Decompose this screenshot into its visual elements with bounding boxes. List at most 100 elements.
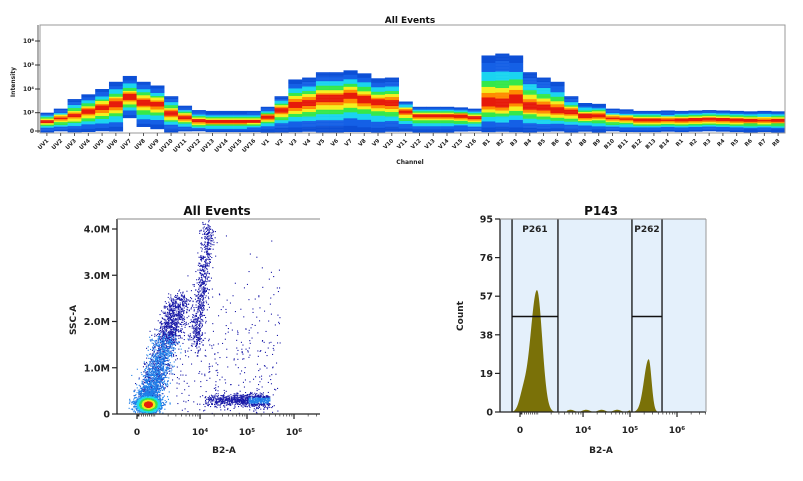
- scatter-event: [215, 400, 217, 402]
- scatter-event: [172, 302, 174, 304]
- scatter-event: [159, 350, 161, 352]
- scatter-event: [203, 271, 205, 273]
- scatter-event: [188, 303, 190, 305]
- scatter-event: [243, 316, 245, 318]
- scatter-event: [204, 248, 206, 250]
- spectrum-cell: [660, 119, 675, 122]
- scatter-event: [219, 404, 221, 406]
- scatter-event: [202, 270, 204, 272]
- scatter-event: [203, 291, 205, 293]
- scatter-event: [175, 306, 177, 308]
- scatter-event: [246, 400, 248, 402]
- spectrum-cell: [757, 116, 772, 119]
- scatter-event: [202, 300, 204, 302]
- scatter-event: [200, 247, 202, 249]
- spectrum-cell: [481, 130, 496, 133]
- spectrum-column-V8: [357, 73, 372, 133]
- spectrum-cell: [343, 104, 358, 107]
- scatter-event: [263, 365, 265, 367]
- spectrum-cell: [522, 118, 537, 121]
- scatter-event: [257, 394, 259, 396]
- scatter-event: [242, 402, 244, 404]
- spectrum-cell: [315, 120, 331, 122]
- scatter-event: [242, 395, 244, 397]
- spectrum-cell: [550, 111, 565, 114]
- spectrum-cell: [260, 117, 275, 119]
- scatter-event: [177, 313, 179, 315]
- scatter-event: [214, 395, 216, 397]
- scatter-event: [255, 398, 257, 400]
- scatter-event: [233, 396, 235, 398]
- spectrum-cell: [81, 100, 96, 103]
- scatter-event: [198, 262, 200, 264]
- spectrum-cell: [150, 94, 165, 97]
- scatter-event: [167, 315, 169, 317]
- scatter-event: [205, 322, 207, 324]
- scatter-event: [171, 332, 173, 334]
- spectrum-cell: [550, 114, 565, 117]
- spectrum-cell: [274, 103, 289, 106]
- scatter-event: [155, 329, 157, 331]
- scatter-event: [183, 295, 185, 297]
- spectrum-cell: [398, 115, 413, 117]
- spectrum-cell: [357, 103, 372, 106]
- scatter-event: [192, 332, 194, 334]
- scatter-event: [221, 376, 223, 378]
- spectrum-cell: [357, 98, 372, 101]
- scatter-event: [205, 265, 207, 267]
- scatter-event: [242, 353, 244, 355]
- scatter-event: [185, 374, 187, 376]
- scatter-event: [247, 351, 249, 353]
- spectrum-cell: [67, 126, 82, 128]
- spectrum-cell: [522, 112, 537, 115]
- spectrum-cell: [81, 125, 96, 128]
- scatter-event: [196, 341, 198, 343]
- scatter-event: [199, 282, 201, 284]
- spectrum-cell: [495, 80, 510, 83]
- spectrum-cell: [591, 123, 606, 126]
- spectrum-cell: [674, 115, 689, 118]
- spectrum-cell: [495, 127, 510, 129]
- scatter-event: [169, 319, 171, 321]
- scatter-event: [173, 311, 175, 313]
- scatter-event: [196, 322, 198, 324]
- spectrum-cell: [177, 120, 193, 123]
- spectrum-cell: [495, 59, 510, 62]
- scatter-event: [201, 243, 203, 245]
- scatter-event: [173, 323, 175, 325]
- scatter-event: [147, 373, 149, 375]
- scatter-event: [166, 312, 168, 314]
- scatter-event: [210, 228, 212, 230]
- spectrum-cell: [647, 122, 662, 125]
- scatter-event: [206, 265, 208, 267]
- spectrum-x-tick-label: R5: [730, 138, 740, 148]
- scatter-event: [200, 258, 202, 260]
- scatter-event: [157, 378, 159, 380]
- spectrum-cell: [302, 89, 317, 92]
- spectrum-cell: [509, 79, 524, 82]
- scatter-event: [204, 287, 206, 289]
- scatter-event: [250, 404, 252, 406]
- spectrum-cell: [371, 127, 386, 130]
- spectrum-column-B3: [509, 55, 524, 133]
- scatter-event: [210, 243, 212, 245]
- scatter-event: [244, 379, 246, 381]
- scatter-event: [248, 329, 250, 331]
- scatter-event: [182, 363, 184, 365]
- spectrum-cell: [412, 112, 427, 115]
- spectrum-cell: [122, 86, 137, 89]
- scatter-event: [200, 338, 202, 340]
- scatter-event: [237, 392, 239, 394]
- scatter-event: [193, 284, 195, 286]
- scatter-event: [238, 396, 240, 398]
- spectrum-cell: [481, 64, 496, 67]
- scatter-event: [238, 403, 240, 405]
- spectrum-cell: [357, 107, 372, 110]
- spectrum-cell: [371, 93, 386, 95]
- scatter-event: [205, 248, 207, 250]
- scatter-event: [200, 360, 202, 362]
- spectrum-cell: [578, 127, 593, 129]
- scatter-event: [204, 291, 206, 293]
- spectrum-cell: [329, 87, 344, 89]
- scatter-event: [175, 319, 177, 321]
